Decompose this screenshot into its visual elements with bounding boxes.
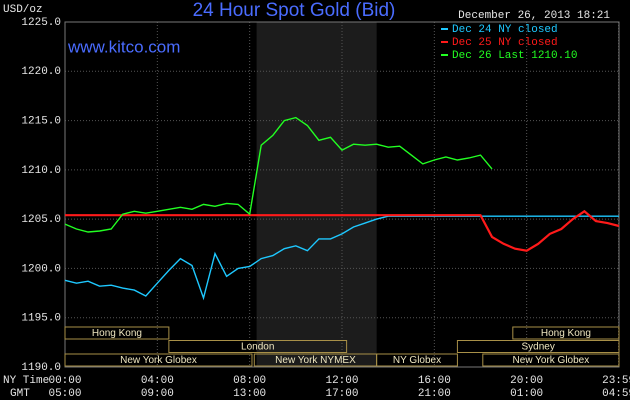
session-box — [512, 326, 620, 340]
site-url: www.kitco.com — [67, 37, 180, 56]
x2-tick-label: 04:59 — [602, 388, 630, 400]
x-tick-label: 23:59 — [602, 375, 630, 387]
y-tick-label: 1225.0 — [21, 17, 61, 29]
session-box — [376, 353, 458, 367]
x2-axis-label: GMT — [10, 388, 30, 400]
y-tick-label: 1195.0 — [21, 313, 61, 325]
session-box — [456, 340, 620, 353]
x-tick-label: 20:00 — [510, 375, 543, 387]
y-tick-label: 1220.0 — [21, 66, 61, 78]
y-axis-label: USD/oz — [3, 4, 43, 16]
session-label: New York NYMEX — [275, 355, 356, 366]
session-box — [168, 340, 348, 353]
session-label: New York Globex — [120, 355, 197, 366]
x2-tick-label: 05:00 — [48, 388, 81, 400]
x2-tick-label: 17:00 — [325, 388, 358, 400]
x-tick-label: 00:00 — [48, 375, 81, 387]
chart-title: 24 Hour Spot Gold (Bid) — [193, 0, 396, 21]
session-box — [64, 326, 170, 340]
x-tick-label: 16:00 — [418, 375, 451, 387]
x-tick-label: 04:00 — [141, 375, 174, 387]
series-line — [64, 215, 619, 301]
x-tick-label: 08:00 — [233, 375, 266, 387]
series-line — [64, 116, 493, 233]
x2-tick-label: 01:00 — [510, 388, 543, 400]
x-tick-label: 12:00 — [325, 375, 358, 387]
x-axis-label: NY Time — [3, 375, 49, 387]
plot-frame — [64, 21, 620, 368]
timestamp: December 26, 2013 18:21 — [458, 10, 610, 22]
x2-tick-label: 13:00 — [233, 388, 266, 400]
legend-label: Dec 24 NY closed — [452, 24, 558, 36]
series-line — [65, 209, 620, 252]
session-label: Hong Kong — [541, 328, 591, 339]
x2-tick-label: 21:00 — [418, 388, 451, 400]
session-label: New York Globex — [513, 355, 590, 366]
y-tick-label: 1190.0 — [21, 362, 61, 374]
y-tick-label: 1205.0 — [21, 214, 61, 226]
x2-tick-label: 09:00 — [141, 388, 174, 400]
y-tick-label: 1200.0 — [21, 263, 61, 275]
y-tick-label: 1210.0 — [21, 165, 61, 177]
session-label: Sydney — [522, 342, 555, 353]
session-box — [64, 353, 253, 367]
y-tick-label: 1215.0 — [21, 115, 61, 127]
session-label: London — [241, 342, 274, 353]
legend-label: Dec 25 NY closed — [452, 37, 558, 49]
session-label: NY Globex — [393, 355, 441, 366]
session-shade — [256, 22, 377, 367]
session-box — [482, 353, 620, 367]
session-label: Hong Kong — [92, 328, 142, 339]
legend-label: Dec 26 Last 1210.10 — [452, 50, 577, 62]
